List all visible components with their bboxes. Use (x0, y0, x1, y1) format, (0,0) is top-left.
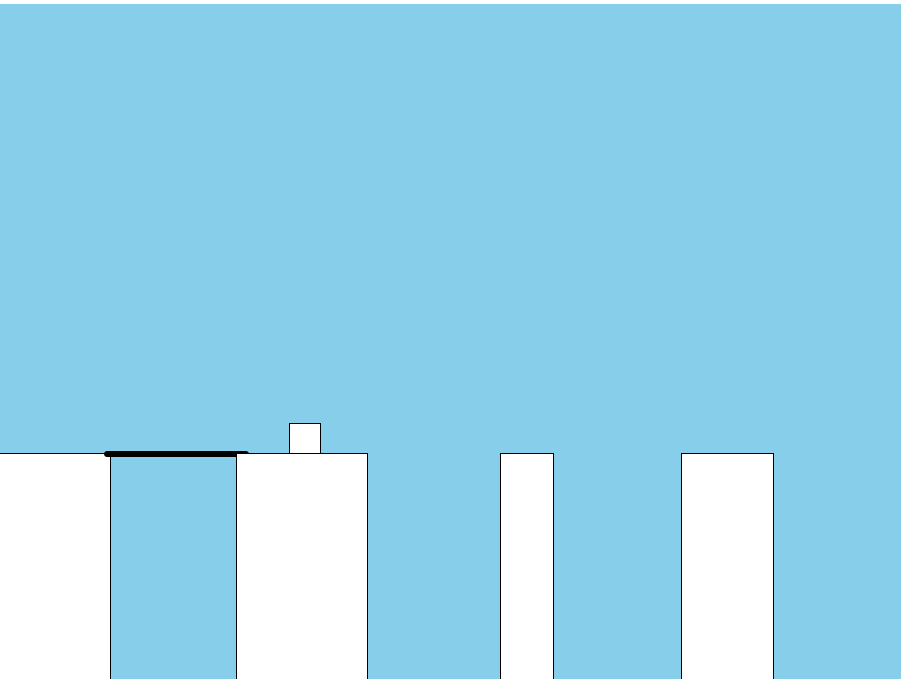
pillar-2 (236, 453, 368, 679)
hero-square (289, 423, 321, 454)
stick-bridge (104, 451, 249, 457)
pillar-3 (500, 453, 554, 679)
pillar-4 (681, 453, 774, 679)
pillar-1 (0, 453, 111, 679)
game-canvas[interactable] (0, 4, 901, 679)
